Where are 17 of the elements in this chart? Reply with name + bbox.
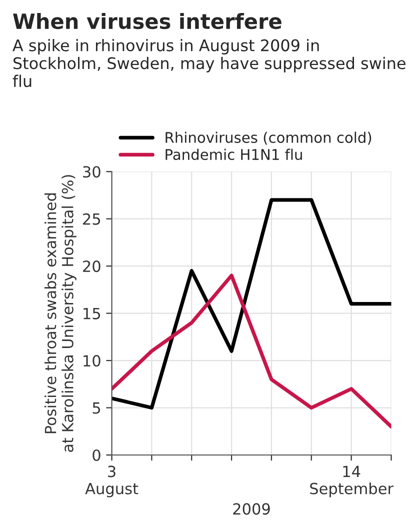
y-tick-label: 15 bbox=[84, 308, 100, 320]
line-series bbox=[112, 274, 392, 428]
x-tick-label: 14 September bbox=[310, 466, 394, 498]
y-tick-label: 30 bbox=[83, 166, 100, 178]
y-axis-title: Positive throat swabs examined at Karolinska University Hospital (%) bbox=[44, 175, 76, 452]
y-tick-label: 25 bbox=[83, 213, 100, 225]
x-tick-label: 3 August bbox=[85, 466, 138, 498]
x-axis-title: 2009 bbox=[233, 503, 270, 515]
legend-label: Rhinoviruses (common cold) bbox=[166, 132, 372, 145]
y-tick-label: 5 bbox=[92, 402, 100, 414]
y-tick-label: 0 bbox=[92, 449, 100, 462]
chart-subtitle: A spike in rhinovirus in August 2009 in Stockholm, Sweden, may have suppressed swine flu bbox=[12, 39, 406, 88]
y-tick-label: 10 bbox=[84, 355, 100, 367]
legend-label: Pandemic H1N1 flu bbox=[166, 148, 302, 160]
y-tick-label: 20 bbox=[83, 260, 100, 272]
chart-title: When viruses interfere bbox=[13, 13, 282, 30]
line-series bbox=[112, 198, 392, 410]
